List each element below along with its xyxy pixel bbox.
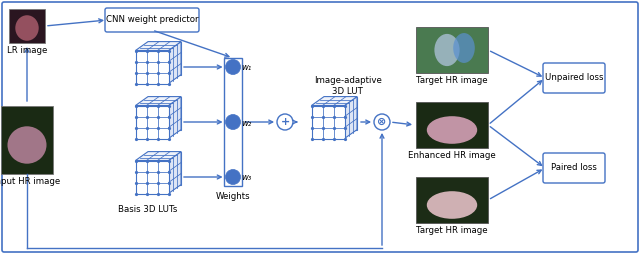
Ellipse shape: [427, 191, 477, 219]
Bar: [9, 9, 45, 43]
Polygon shape: [168, 97, 181, 138]
Ellipse shape: [15, 15, 38, 41]
Text: Weights: Weights: [216, 192, 250, 201]
Text: LR image: LR image: [7, 46, 47, 55]
Text: Basis 3D LUTs: Basis 3D LUTs: [118, 205, 178, 214]
FancyBboxPatch shape: [543, 153, 605, 183]
Text: Target HR image: Target HR image: [416, 226, 488, 235]
Ellipse shape: [8, 126, 47, 164]
Circle shape: [225, 115, 241, 130]
FancyBboxPatch shape: [2, 2, 638, 252]
FancyBboxPatch shape: [105, 8, 199, 32]
Ellipse shape: [427, 116, 477, 144]
Text: CNN weight predictor: CNN weight predictor: [106, 15, 198, 24]
FancyBboxPatch shape: [543, 63, 605, 93]
Polygon shape: [168, 42, 181, 84]
Circle shape: [225, 59, 241, 74]
Text: Unpaired loss: Unpaired loss: [545, 73, 604, 83]
Polygon shape: [136, 97, 181, 105]
Circle shape: [225, 169, 241, 184]
Polygon shape: [168, 152, 181, 194]
Polygon shape: [136, 105, 168, 138]
Text: w₂: w₂: [241, 119, 252, 128]
Ellipse shape: [453, 33, 475, 63]
Polygon shape: [136, 161, 168, 194]
Text: ⊗: ⊗: [378, 117, 387, 127]
Text: w₃: w₃: [241, 173, 252, 183]
Text: +: +: [280, 117, 290, 127]
Bar: [416, 177, 488, 223]
Text: Image-adaptive
3D LUT: Image-adaptive 3D LUT: [314, 76, 381, 96]
Polygon shape: [136, 152, 181, 161]
Text: Paired loss: Paired loss: [551, 164, 597, 172]
Text: w₁: w₁: [241, 64, 252, 72]
Bar: [1, 106, 53, 174]
Polygon shape: [136, 51, 168, 84]
Text: Target HR image: Target HR image: [416, 76, 488, 85]
Polygon shape: [312, 97, 357, 105]
Bar: [416, 27, 488, 73]
Ellipse shape: [435, 34, 460, 66]
Polygon shape: [344, 97, 357, 138]
Bar: [224, 58, 242, 186]
Text: Enhanced HR image: Enhanced HR image: [408, 151, 496, 160]
Polygon shape: [312, 105, 344, 138]
Bar: [416, 102, 488, 148]
Text: Input HR image: Input HR image: [0, 177, 61, 186]
Polygon shape: [136, 42, 181, 51]
